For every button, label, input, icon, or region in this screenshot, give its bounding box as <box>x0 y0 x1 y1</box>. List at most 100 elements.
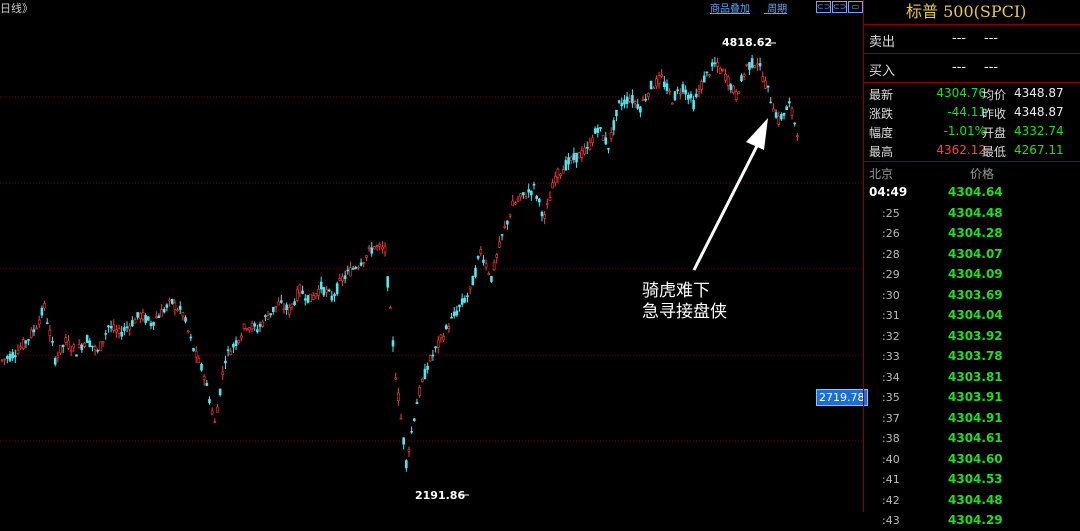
tick-row: :34 4303.81 <box>864 367 1080 388</box>
candle-body <box>149 322 153 327</box>
stats-block: 最新 4304.76 均价 4348.87 涨跌 -44.11 昨收 4348.… <box>864 83 1080 162</box>
candle-body <box>147 316 150 321</box>
candle-body <box>200 363 203 371</box>
candle-body <box>248 327 251 331</box>
candle-body <box>48 329 52 336</box>
candle-body <box>412 418 416 422</box>
candle-body <box>556 168 560 178</box>
candle-body <box>51 341 54 343</box>
candle-body <box>208 399 211 404</box>
candle-body <box>402 437 405 445</box>
candle-body <box>141 312 145 320</box>
candle-body <box>777 115 781 125</box>
tick-price: 4304.29 <box>948 513 1003 527</box>
tick-header: 北京 价格 <box>864 162 1080 182</box>
tick-time: :43 <box>882 514 900 527</box>
candle-body <box>532 183 536 186</box>
candle-body <box>756 63 759 66</box>
candle-body <box>524 196 528 199</box>
candle-body <box>287 306 291 315</box>
candle-body <box>168 299 171 302</box>
maximize-button[interactable]: ▭ <box>848 1 863 13</box>
candle-body <box>551 182 554 189</box>
candle-body <box>338 278 342 281</box>
instrument-title: 标普 500(SPCI) <box>864 0 1080 25</box>
tick-time: :30 <box>882 288 900 302</box>
candle-body <box>335 283 339 295</box>
candle-body <box>431 354 435 357</box>
shrink-button[interactable]: ⊂⊃ <box>816 1 831 13</box>
candle-body <box>516 198 520 202</box>
candle-body <box>125 326 129 329</box>
tick-row: 04:49 4304.64 <box>864 182 1080 203</box>
candle-body <box>279 300 283 303</box>
candle-body <box>689 93 693 99</box>
candle-body <box>389 307 392 309</box>
candle-body <box>45 322 49 325</box>
tick-time: :37 <box>882 411 900 425</box>
candle-body <box>522 192 525 196</box>
tick-time: :38 <box>882 432 900 445</box>
candle-body <box>221 371 225 375</box>
candle-body <box>258 324 262 327</box>
candle-body <box>96 350 100 352</box>
candle-body <box>194 350 198 358</box>
stat-key: 最低 <box>982 145 1007 159</box>
tick-time: :33 <box>882 350 900 363</box>
candle-body <box>112 324 116 331</box>
sell-label: 卖出 <box>869 35 896 50</box>
candle-body <box>378 244 382 247</box>
stat-value: 4348.87 <box>1014 86 1064 100</box>
candle-body <box>272 306 275 312</box>
stat-value: 4267.11 <box>1014 143 1064 157</box>
chart-period-label[interactable]: 日线》 <box>0 2 33 15</box>
stat-value: 4348.87 <box>1014 105 1064 119</box>
candle-body <box>463 297 467 303</box>
candle-body <box>319 281 323 290</box>
annotation-text: 骑虎难下 急寻接盘侠 <box>642 281 727 323</box>
candle-body <box>117 328 121 334</box>
candle-body <box>665 83 669 91</box>
chart-canvas[interactable] <box>0 0 863 512</box>
kline-chart[interactable]: 日线》 商品叠加 周期 ⊂⊃ ⊂⊃ ▭ 4818.62 2191.86 骑虎难下… <box>0 0 868 512</box>
candle-body <box>657 75 661 85</box>
stat-key: 最高 <box>869 145 894 159</box>
candle-body <box>343 275 347 279</box>
tick-list[interactable]: 04:49 4304.64:25 4304.48:26 4304.28:28 4304.… <box>864 182 1080 531</box>
tick-row: :33 4303.78 <box>864 346 1080 367</box>
candle-body <box>639 106 642 113</box>
candle-body <box>40 307 44 316</box>
annotation-line-1: 骑虎难下 <box>642 281 710 301</box>
tick-row: :40 4304.60 <box>864 449 1080 470</box>
candle-body <box>290 303 294 308</box>
tick-price: 4304.64 <box>948 185 1003 199</box>
candle-body <box>160 309 163 317</box>
candle-body <box>428 355 432 362</box>
tick-time: :40 <box>882 452 900 466</box>
candle-body <box>309 293 312 303</box>
candle-body <box>349 267 352 277</box>
candle-body <box>216 406 219 413</box>
tick-price: 4303.92 <box>948 328 1003 343</box>
candle-body <box>450 316 453 319</box>
stat-key: 均价 <box>982 88 1007 102</box>
candle-body <box>330 295 334 301</box>
period-link[interactable]: 周期 <box>767 4 788 15</box>
candle-body <box>492 261 496 271</box>
candle-body <box>237 339 241 344</box>
tick-time: :31 <box>882 309 900 322</box>
overlay-link[interactable]: 商品叠加 <box>710 4 750 15</box>
window-buttons: ⊂⊃ ⊂⊃ ▭ <box>816 1 863 13</box>
candle-body <box>178 305 182 310</box>
candle-body <box>567 157 570 165</box>
candle-body <box>780 114 783 120</box>
candle-body <box>157 315 161 319</box>
candle-body <box>710 62 714 67</box>
tick-row: :25 4304.48 <box>864 203 1080 224</box>
candle-body <box>519 193 523 198</box>
candle-body <box>750 58 754 68</box>
candle-body <box>197 357 201 363</box>
candle-body <box>482 259 485 263</box>
expand-button[interactable]: ⊂⊃ <box>832 1 847 13</box>
candle-body <box>56 355 60 359</box>
